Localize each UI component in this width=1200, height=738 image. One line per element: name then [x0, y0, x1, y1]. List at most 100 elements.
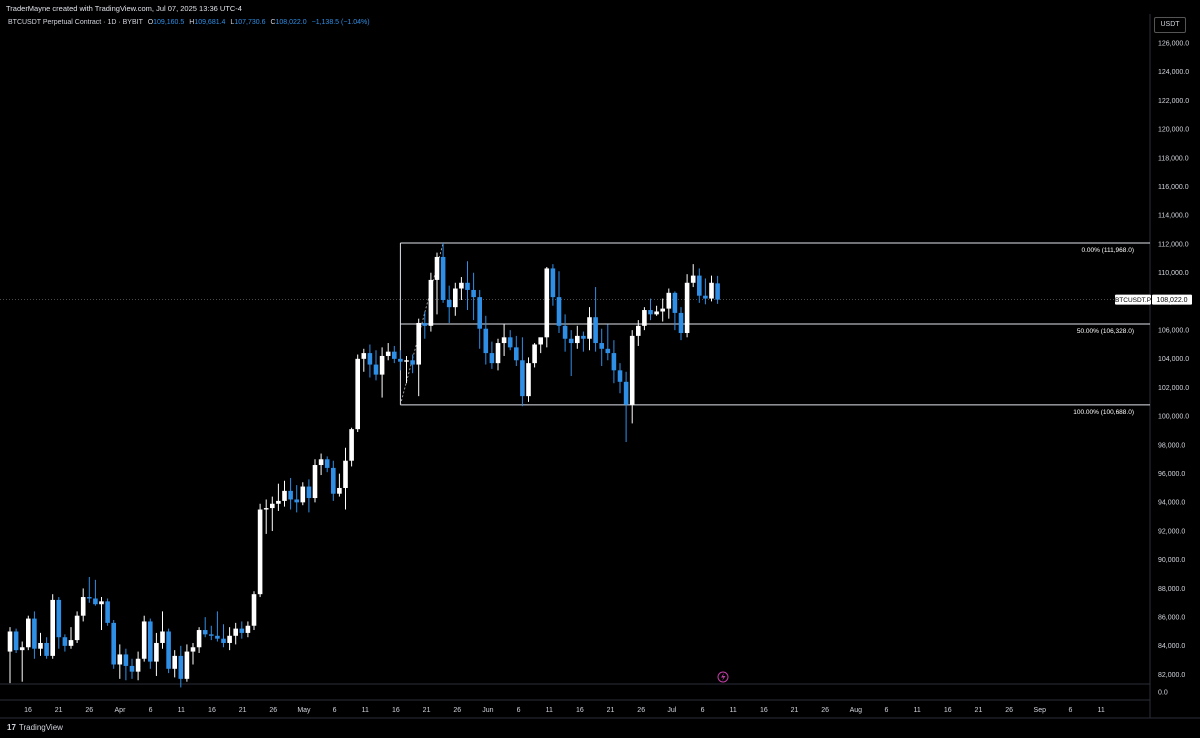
candle-body [562, 325, 568, 339]
candle-body [599, 343, 604, 349]
candle-body [575, 335, 580, 344]
candle-body [605, 348, 611, 354]
candle-body [190, 647, 196, 652]
price-tick-label: 106,000.0 [1158, 328, 1189, 335]
candle-body [465, 282, 470, 290]
price-tick-label: 126,000.0 [1158, 41, 1189, 48]
candle-body [239, 628, 245, 633]
candle-body [318, 459, 324, 466]
time-tick-label: 11 [362, 707, 369, 714]
candle-body [684, 282, 690, 334]
time-tick-label: 16 [760, 707, 768, 714]
time-tick-label: 6 [885, 707, 889, 714]
price-tick-label: 112,000.0 [1158, 241, 1189, 248]
time-tick-label: 26 [821, 707, 829, 714]
candle-body [26, 618, 31, 648]
candle-body [38, 642, 43, 649]
candle-body [367, 353, 373, 365]
candle-body [410, 360, 415, 365]
candle-body [87, 597, 92, 599]
candle-body [422, 322, 428, 326]
candle-body [459, 282, 464, 289]
high-label: H [189, 19, 195, 26]
candle-body [32, 618, 37, 649]
candle-body [245, 625, 251, 633]
fib-level-label: 100.00% (100,688.0) [1073, 409, 1134, 416]
candle-body [709, 282, 714, 299]
candle-body [129, 665, 135, 672]
currency-unit-button[interactable]: USDT [1154, 17, 1186, 33]
lightning-icon-ring [717, 671, 729, 683]
time-tick-label: 26 [453, 707, 461, 714]
close-label: C [270, 19, 276, 26]
candle-body [343, 460, 348, 488]
candle-body [50, 599, 55, 656]
candle-body [215, 635, 220, 639]
candle-body [56, 599, 62, 638]
candle-body [74, 615, 80, 641]
candle-body [233, 628, 238, 636]
candle-body [660, 308, 665, 312]
lightning-icon[interactable] [717, 671, 729, 683]
price-tick-label: 120,000.0 [1158, 127, 1189, 134]
candle-body [398, 358, 403, 362]
time-tick-label: Aug [850, 707, 863, 714]
price-tick-label: 100,000.0 [1158, 414, 1189, 421]
low-value: 107,730.6 [234, 19, 266, 26]
candle-body [648, 310, 653, 315]
candle-body [477, 297, 482, 329]
time-tick-label: 21 [607, 707, 615, 714]
candle-body [117, 654, 123, 665]
candle-body [440, 256, 446, 300]
candle-body [135, 658, 141, 672]
time-tick-label: 6 [1068, 707, 1072, 714]
price-tick-label: 94,000.0 [1158, 500, 1185, 507]
tradingview-logo[interactable]: 17 TradingView [7, 723, 63, 732]
candle-body [385, 351, 391, 356]
candle-body [544, 268, 550, 338]
candle-body [404, 360, 409, 362]
open-label: O [147, 19, 154, 26]
candle-body [392, 351, 397, 359]
time-tick-label: 21 [55, 707, 63, 714]
price-tick-label: 122,000.0 [1158, 98, 1189, 105]
candle-body [105, 601, 110, 623]
candle-body [617, 370, 623, 382]
time-tick-label: 21 [975, 707, 983, 714]
candle-body [532, 344, 537, 364]
candle-body [678, 312, 684, 334]
candle-body [715, 283, 720, 300]
price-tick-label: 118,000.0 [1158, 155, 1189, 162]
candle-body [166, 631, 171, 669]
tradingview-brand-text: TradingView [18, 723, 63, 732]
symbol-title[interactable]: BTCUSDT Perpetual Contract · 1D · BYBIT [8, 19, 143, 26]
candle-body [556, 297, 562, 326]
candle-body [178, 655, 184, 679]
candle-body [209, 634, 214, 636]
price-tick-label: 82,000.0 [1158, 672, 1185, 679]
candle-body [227, 635, 232, 643]
time-tick-label: 21 [239, 707, 247, 714]
time-tick-label: Jun [482, 707, 493, 714]
candle-body [416, 322, 421, 365]
low-label: L [230, 19, 235, 26]
candle-body [349, 429, 354, 461]
time-tick-label: 16 [24, 707, 32, 714]
high-value: 109,681.4 [194, 19, 226, 26]
time-tick-label: Apr [115, 707, 127, 714]
time-tick-label: 6 [149, 707, 153, 714]
price-tick-label: 104,000.0 [1158, 356, 1189, 363]
candle-body [495, 343, 501, 364]
price-tick-label: 102,000.0 [1158, 385, 1189, 392]
candle-body [361, 353, 367, 359]
candle-body [550, 268, 556, 298]
candle-body [123, 654, 129, 666]
candle-body [288, 490, 293, 500]
candle-body [690, 275, 696, 283]
candle-body [294, 499, 299, 503]
time-tick-label: 16 [576, 707, 584, 714]
candle-body [196, 630, 202, 648]
candle-body [483, 328, 489, 354]
candle-body [282, 490, 287, 501]
